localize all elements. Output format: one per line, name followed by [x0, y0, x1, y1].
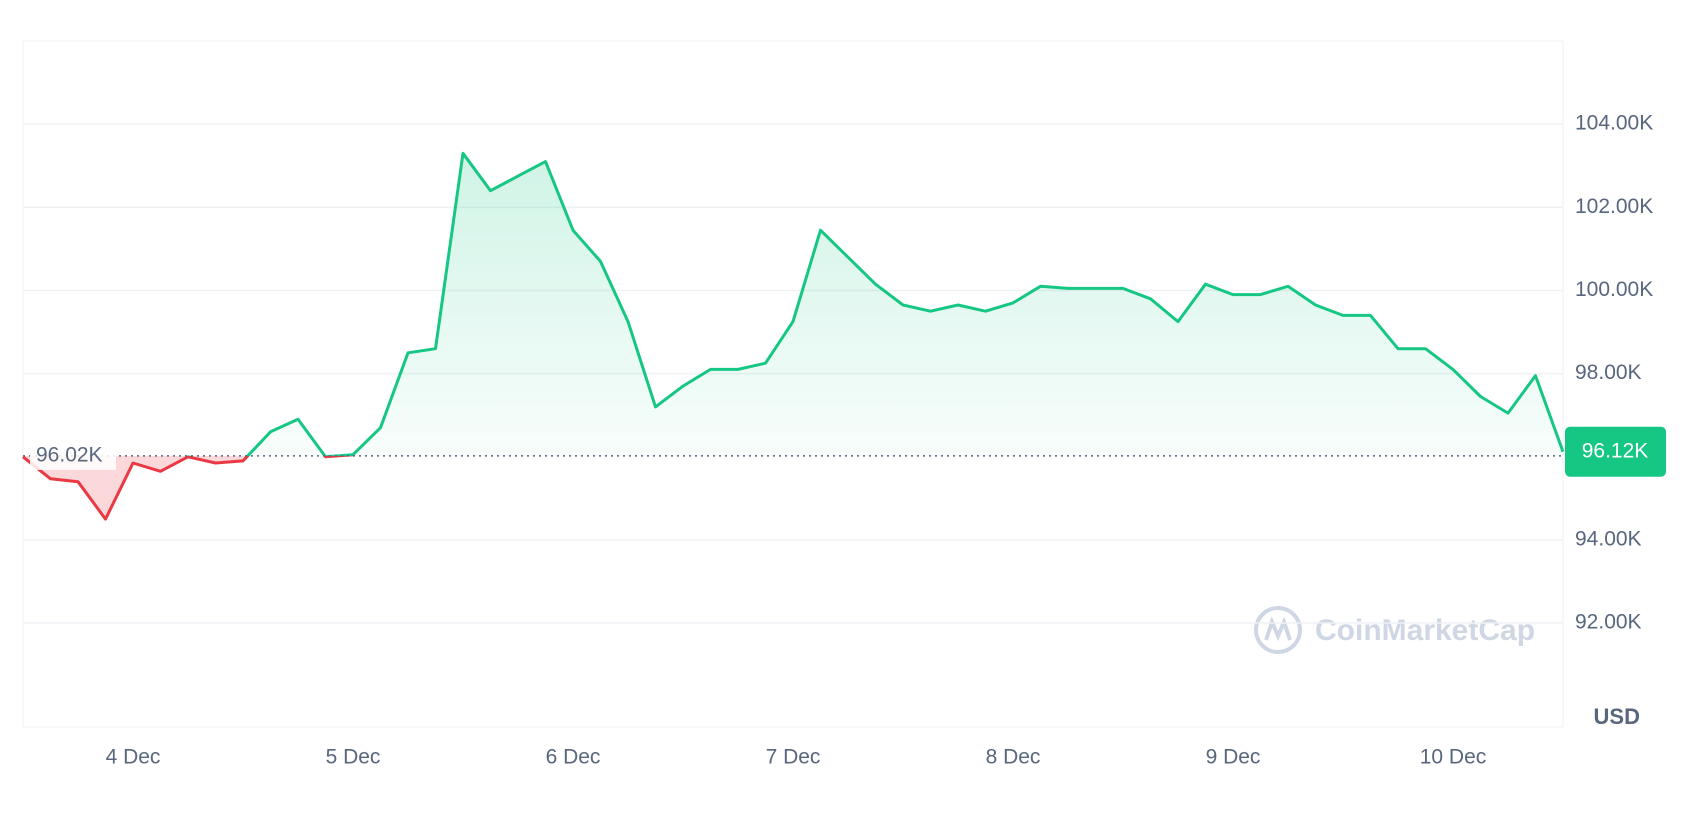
y-tick-label: 102.00K: [1575, 195, 1653, 218]
y-tick-label: 98.00K: [1575, 361, 1642, 384]
baseline-label-bg: [30, 441, 116, 470]
y-tick-label: 100.00K: [1575, 278, 1653, 301]
baseline-label: 96.02K: [36, 443, 103, 466]
x-tick-label: 9 Dec: [1206, 746, 1261, 769]
current-price-badge: [1565, 426, 1666, 477]
current-price-label: 96.12K: [1582, 439, 1649, 462]
x-tick-label: 8 Dec: [986, 746, 1041, 769]
area: [23, 153, 1563, 520]
x-tick-label: 5 Dec: [326, 746, 381, 769]
watermark: CoinMarketCap: [1315, 614, 1535, 647]
y-unit: USD: [1594, 704, 1640, 729]
x-tick-label: 4 Dec: [106, 746, 161, 769]
x-tick-label: 7 Dec: [766, 746, 821, 769]
x-tick-label: 6 Dec: [546, 746, 601, 769]
y-tick-label: 94.00K: [1575, 527, 1642, 550]
y-tick-label: 92.00K: [1575, 611, 1642, 634]
plot-frame: [22, 40, 1564, 728]
x-tick-label: 10 Dec: [1420, 746, 1487, 769]
watermark-logo: [1254, 606, 1302, 654]
y-tick-label: 104.00K: [1575, 112, 1653, 135]
price-line: [22, 151, 1565, 521]
